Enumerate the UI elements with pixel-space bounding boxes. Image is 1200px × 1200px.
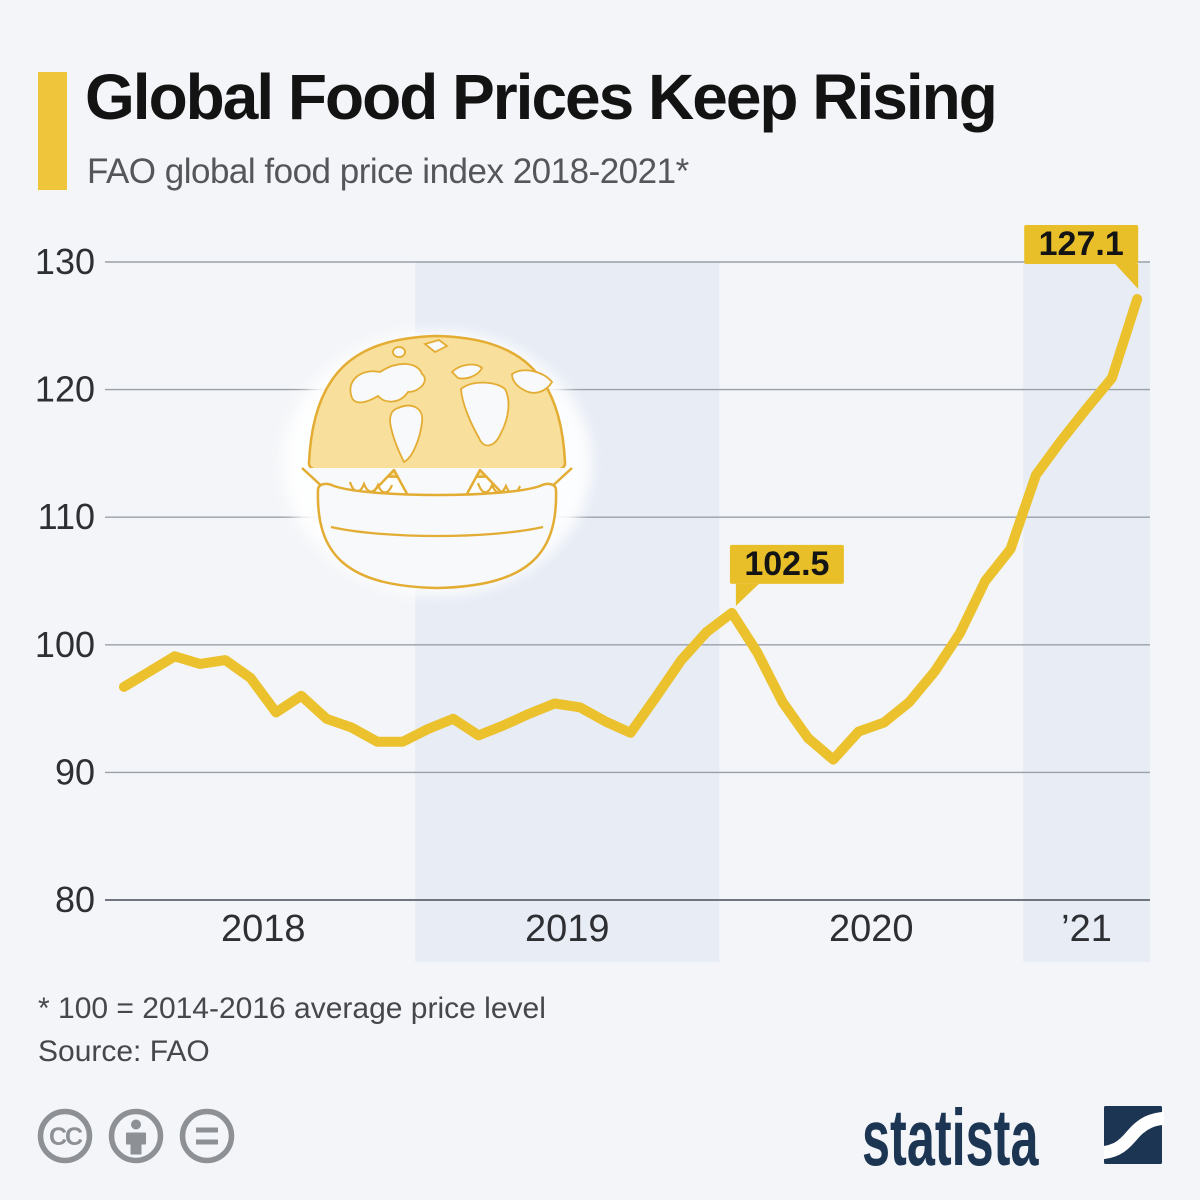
burger-bun-inner-line bbox=[330, 525, 544, 538]
y-tick-100: 100 bbox=[35, 624, 95, 665]
x-tick-2020: 2020 bbox=[829, 908, 914, 950]
source-label: Source: FAO bbox=[38, 1035, 210, 1068]
y-axis-labels: 130 120 110 100 90 80 bbox=[35, 241, 95, 920]
statista-logo-mark[interactable] bbox=[1104, 1106, 1164, 1166]
continent-europe bbox=[450, 363, 484, 380]
x-axis-labels: 2018 2019 2020 ’21 bbox=[221, 908, 1112, 950]
x-tick-2018: 2018 bbox=[221, 908, 306, 950]
callout-value: 127.1 bbox=[1039, 225, 1124, 263]
callout-127.1: 127.1 bbox=[1024, 225, 1139, 290]
creative-commons-license: CC bbox=[37, 1108, 235, 1164]
callout-102.5: 102.5 bbox=[729, 544, 844, 606]
island-dot bbox=[392, 346, 406, 358]
statista-logo[interactable]: statista bbox=[862, 1098, 1142, 1178]
continent-greenland bbox=[423, 339, 449, 354]
x-tick-’21: ’21 bbox=[1061, 908, 1112, 950]
year-band-2021 bbox=[1023, 262, 1150, 962]
globe-continents bbox=[349, 339, 554, 464]
logo-swoosh bbox=[1104, 1111, 1164, 1160]
footnote: * 100 = 2014-2016 average price level bbox=[38, 992, 546, 1025]
page-title: Global Food Prices Keep Rising bbox=[85, 61, 998, 133]
year-highlight-bands bbox=[415, 262, 1150, 962]
y-tick-120: 120 bbox=[35, 369, 95, 410]
y-tick-90: 90 bbox=[55, 751, 95, 792]
data-label-callouts: 102.5 127.1 bbox=[729, 225, 1139, 606]
continent-south-america bbox=[389, 404, 424, 464]
y-tick-80: 80 bbox=[55, 879, 95, 920]
callout-box bbox=[1024, 225, 1139, 265]
callout-pointer bbox=[735, 583, 759, 606]
callout-pointer bbox=[1115, 264, 1139, 290]
y-tick-110: 110 bbox=[38, 496, 95, 537]
burger-globe-illustration bbox=[282, 331, 592, 595]
license-by-icon[interactable] bbox=[108, 1108, 164, 1164]
y-tick-130: 130 bbox=[35, 241, 95, 282]
continent-africa bbox=[460, 381, 510, 447]
statista-logo-text: statista bbox=[862, 1093, 1039, 1182]
price-index-line bbox=[119, 294, 1143, 765]
callout-box bbox=[729, 544, 844, 584]
continent-north-america bbox=[349, 363, 426, 404]
page-subtitle: FAO global food price index 2018-2021* bbox=[87, 152, 689, 191]
license-cc-icon[interactable]: CC bbox=[37, 1108, 93, 1164]
title-accent-bar bbox=[38, 72, 67, 190]
x-tick-2019: 2019 bbox=[525, 908, 610, 950]
callout-value: 102.5 bbox=[744, 545, 829, 583]
continent-asia bbox=[511, 369, 554, 394]
svg-text:CC: CC bbox=[49, 1123, 83, 1151]
gridlines bbox=[105, 261, 1150, 901]
license-nd-icon[interactable] bbox=[179, 1108, 235, 1164]
